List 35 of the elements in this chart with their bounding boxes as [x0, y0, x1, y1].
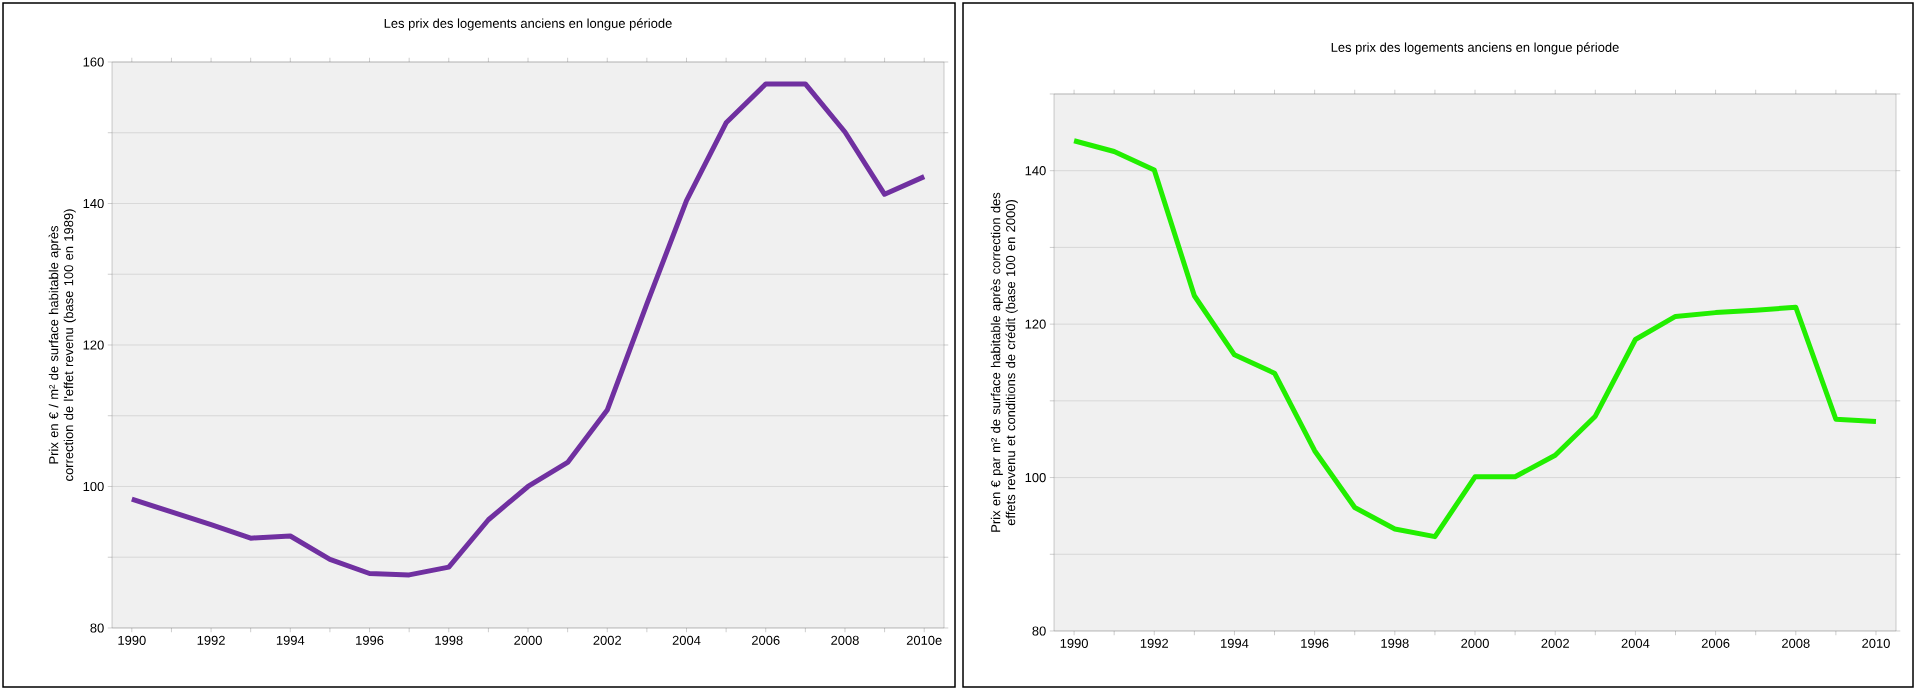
x-tick-label: 1998 — [1381, 638, 1409, 648]
chart-title: Les prix des logements anciens en longue période — [1331, 42, 1619, 55]
x-tick-label: 1994 — [1221, 638, 1249, 648]
x-tick-label: 2008 — [831, 635, 859, 645]
y-tick-label: 140 — [1025, 166, 1046, 176]
x-tick-label: 2002 — [593, 635, 621, 645]
y-axis-title: Prix en € / m² de surface habitable après correction de l'effet revenu (base 100 en 1989) — [48, 209, 76, 481]
x-tick-label: 2008 — [1782, 638, 1810, 648]
y-tick-label: 100 — [83, 481, 104, 492]
x-tick-label: 2000 — [514, 635, 542, 645]
x-tick-label: 1996 — [356, 635, 384, 645]
x-tick-label: 2002 — [1541, 638, 1569, 648]
y-tick-label: 100 — [1025, 472, 1046, 483]
x-tick-label: 1992 — [1140, 638, 1168, 648]
x-tick-label: 2004 — [672, 635, 701, 645]
x-tick-label: 2010e — [906, 635, 942, 645]
x-tick-label: 2006 — [751, 635, 780, 645]
y-tick-label: 80 — [90, 623, 104, 633]
chart-title: Les prix des logements anciens en longue période — [384, 18, 672, 31]
y-tick-label: 80 — [1032, 626, 1046, 636]
x-tick-label: 1996 — [1301, 638, 1329, 648]
x-tick-label: 1992 — [197, 635, 225, 645]
x-tick-label: 2006 — [1701, 638, 1730, 648]
y-tick-label: 120 — [1025, 319, 1046, 329]
y-tick-label: 140 — [83, 198, 104, 209]
x-tick-label: 2010 — [1862, 638, 1890, 648]
x-tick-label: 2000 — [1461, 638, 1489, 648]
y-tick-label: 160 — [83, 57, 104, 67]
x-tick-label: 1990 — [118, 635, 146, 645]
y-axis-title: Prix en € par m² de surface habitable après correction des effets revenu et conditions de crédit (base 100 en 2000) — [990, 192, 1018, 532]
x-tick-label: 1990 — [1060, 638, 1088, 648]
x-tick-label: 2004 — [1621, 638, 1650, 648]
x-tick-label: 1998 — [435, 635, 463, 645]
y-tick-label: 120 — [83, 340, 104, 350]
x-tick-label: 1994 — [276, 635, 305, 645]
